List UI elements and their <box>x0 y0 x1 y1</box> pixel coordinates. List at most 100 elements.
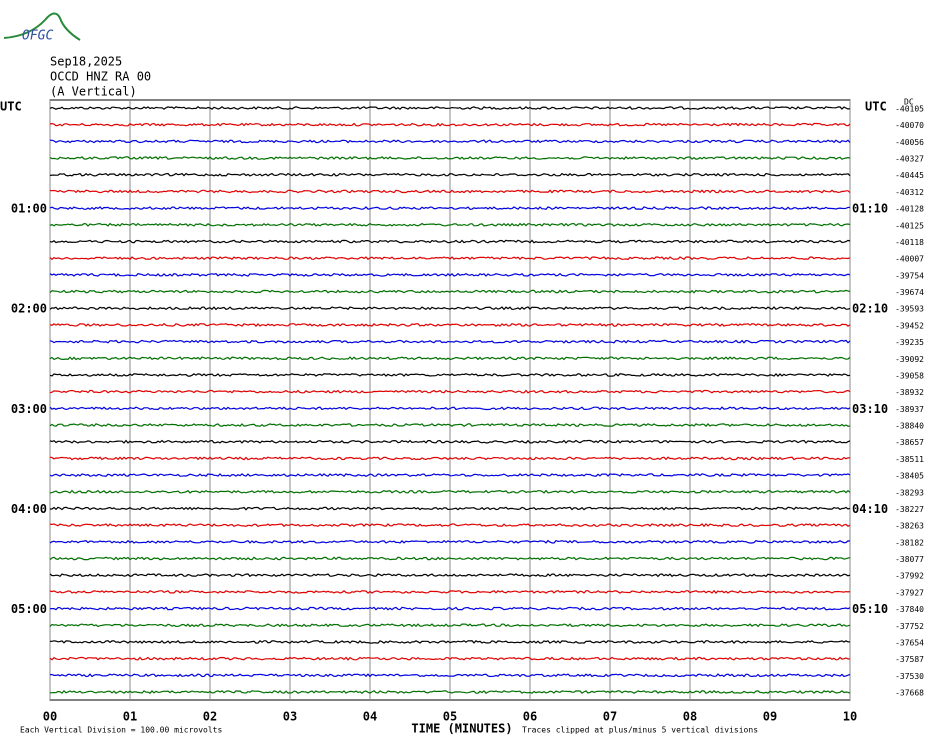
offset-label: -39452 <box>895 321 924 330</box>
trace <box>49 673 851 678</box>
trace <box>49 289 851 294</box>
left-time-label: 02:00 <box>11 302 47 316</box>
trace <box>49 156 851 161</box>
x-tick-label: 10 <box>843 710 857 724</box>
offset-label: -38293 <box>895 488 924 497</box>
offset-label: -39674 <box>895 288 924 297</box>
trace <box>49 172 851 177</box>
right-time-label: 05:10 <box>852 602 888 616</box>
trace <box>49 122 851 127</box>
offset-label: -39593 <box>895 305 924 314</box>
trace <box>49 139 851 144</box>
x-tick-label: 01 <box>123 710 137 724</box>
trace <box>49 339 851 344</box>
offset-label: -37668 <box>895 689 924 698</box>
trace <box>49 439 851 444</box>
trace <box>49 389 851 394</box>
trace <box>49 306 851 311</box>
trace <box>49 473 851 478</box>
offset-label: -38840 <box>895 422 924 431</box>
left-title: UTC <box>0 100 22 114</box>
right-time-label: 04:10 <box>852 502 888 516</box>
offset-label: -37992 <box>895 572 924 581</box>
offset-label: -40327 <box>895 155 924 164</box>
offset-label: -37752 <box>895 622 924 631</box>
trace <box>49 456 851 461</box>
trace <box>49 206 851 211</box>
footer-clip: Traces clipped at plus/minus 5 vertical … <box>522 726 758 735</box>
left-time-label: 04:00 <box>11 502 47 516</box>
trace <box>49 256 851 261</box>
offset-label: -39754 <box>895 271 924 280</box>
offset-label: -40056 <box>895 138 924 147</box>
component: (A Vertical) <box>50 85 137 99</box>
trace <box>49 623 851 628</box>
trace <box>49 356 851 361</box>
right-time-label: 02:10 <box>852 302 888 316</box>
trace <box>49 406 851 411</box>
x-tick-label: 09 <box>763 710 777 724</box>
left-time-label: 01:00 <box>11 202 47 216</box>
x-tick-label: 04 <box>363 710 377 724</box>
trace <box>49 423 851 428</box>
offset-label: -38077 <box>895 555 924 564</box>
trace <box>49 523 851 528</box>
left-time-label: 03:00 <box>11 402 47 416</box>
offset-label: -38937 <box>895 405 924 414</box>
offset-label: -38511 <box>895 455 924 464</box>
offset-label: -37840 <box>895 605 924 614</box>
offset-label: -40118 <box>895 238 924 247</box>
offset-label: -39092 <box>895 355 924 364</box>
trace <box>49 106 851 110</box>
trace <box>49 489 851 494</box>
offset-label: -40007 <box>895 255 924 264</box>
date: Sep18,2025 <box>50 55 122 69</box>
station: OCCD HNZ RA 00 <box>50 70 151 84</box>
right-time-label: 03:10 <box>852 402 888 416</box>
trace <box>49 322 851 327</box>
x-tick-label: 08 <box>683 710 697 724</box>
x-tick-label: 05 <box>443 710 457 724</box>
offset-label: -38182 <box>895 538 924 547</box>
offset-label: -37654 <box>895 638 924 647</box>
trace <box>49 606 851 611</box>
offset-label: -37587 <box>895 655 924 664</box>
offset-label: -38263 <box>895 522 924 531</box>
trace <box>49 239 851 244</box>
offset-label: -38657 <box>895 438 924 447</box>
trace <box>49 639 851 644</box>
trace <box>49 373 851 377</box>
trace <box>49 656 851 661</box>
offset-label: -38932 <box>895 388 924 397</box>
trace <box>49 556 851 561</box>
x-tick-label: 00 <box>43 710 57 724</box>
trace <box>50 506 851 511</box>
x-tick-label: 06 <box>523 710 537 724</box>
footer-scale: Each Vertical Division = 100.00 microvol… <box>20 726 222 735</box>
x-tick-label: 07 <box>603 710 617 724</box>
right-time-label: 01:10 <box>852 202 888 216</box>
trace <box>49 573 851 578</box>
x-axis-label: TIME (MINUTES) <box>411 722 512 736</box>
trace <box>49 222 851 227</box>
offset-label: -39235 <box>895 338 924 347</box>
trace <box>49 689 851 694</box>
x-tick-label: 03 <box>283 710 297 724</box>
offset-label: -39058 <box>895 371 924 380</box>
trace <box>49 272 851 277</box>
offset-label: -40128 <box>895 205 924 214</box>
offset-label: -40125 <box>895 221 924 230</box>
logo-swoosh <box>3 12 81 41</box>
trace <box>49 539 851 544</box>
logo-text: OFGC <box>22 29 53 44</box>
offset-label: -40445 <box>895 171 924 180</box>
left-time-label: 05:00 <box>11 602 47 616</box>
right-title: UTC <box>865 100 887 114</box>
offset-label: -37927 <box>895 588 924 597</box>
offset-title: DC <box>904 98 914 107</box>
offset-label: -40070 <box>895 121 924 130</box>
x-tick-label: 02 <box>203 710 217 724</box>
offset-label: -37530 <box>895 672 924 681</box>
offset-label: -40105 <box>895 105 924 114</box>
